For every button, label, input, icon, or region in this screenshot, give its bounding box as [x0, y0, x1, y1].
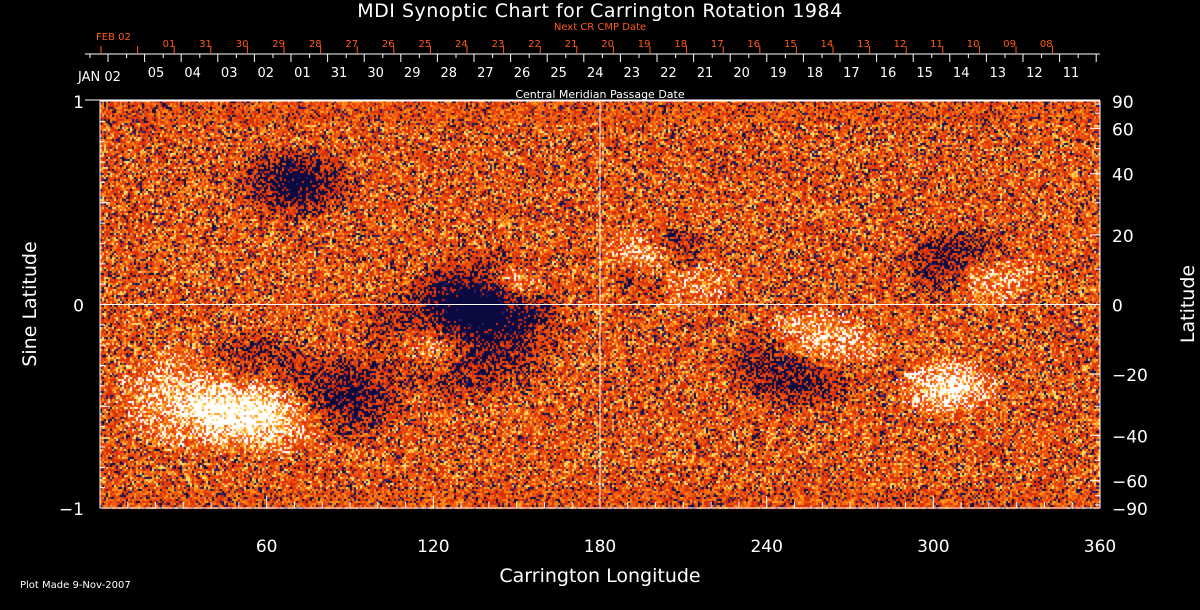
next-cmp-date-label: 25	[418, 39, 431, 50]
cmp-date-label: 04	[184, 66, 201, 81]
cmp-date-label: 24	[587, 66, 604, 81]
next-cmp-date-label: 12	[894, 39, 907, 50]
cmp-date-label: 05	[148, 66, 165, 81]
next-cmp-date-label: 30	[236, 39, 249, 50]
next-cmp-date-label: 24	[455, 39, 468, 50]
lat-tick-label: −20	[1112, 366, 1148, 386]
cmp-date-label: 17	[843, 66, 860, 81]
x-tick-label: 240	[750, 537, 782, 557]
next-cmp-date-label: 15	[784, 39, 797, 50]
next-cmp-date-label: 23	[492, 39, 505, 50]
next-cmp-date-label: 14	[821, 39, 834, 50]
next-cmp-date-label: 01	[163, 39, 176, 50]
next-cmp-date-label: 20	[601, 39, 614, 50]
cmp-date-label: 27	[477, 66, 494, 81]
right-axis-label: Latitude	[1177, 264, 1199, 344]
cmp-axis-label: Central Meridian Passage Date	[515, 88, 685, 101]
y-tick-label: 0	[73, 297, 84, 317]
next-cmp-date-label: 31	[199, 39, 212, 50]
next-cmp-date-label: FEB 02	[96, 32, 131, 43]
next-cmp-date-label: 18	[674, 39, 687, 50]
x-tick-label: 360	[1084, 537, 1116, 557]
lat-tick-label: 20	[1112, 227, 1134, 247]
next-cmp-date-label: 10	[967, 39, 980, 50]
y-tick-label: 1	[73, 93, 84, 113]
lat-tick-label: −60	[1112, 473, 1148, 493]
cmp-date-label: 16	[880, 66, 897, 81]
next-cmp-date-label: 22	[528, 39, 541, 50]
x-tick-label: 60	[256, 537, 278, 557]
cmp-date-label: 19	[770, 66, 787, 81]
cmp-date-label: 15	[916, 66, 933, 81]
lat-tick-label: −40	[1112, 427, 1148, 447]
cmp-date-label: 01	[294, 66, 311, 81]
cmp-date-label: 21	[697, 66, 714, 81]
y-axis-label: Sine Latitude	[19, 241, 41, 367]
chart-title: MDI Synoptic Chart for Carrington Rotati…	[357, 0, 843, 22]
cmp-date-label: 31	[331, 66, 348, 81]
next-cmp-date-label: 17	[711, 39, 724, 50]
next-cmp-date-label: 29	[272, 39, 285, 50]
lat-tick-label: 60	[1112, 120, 1134, 140]
lat-tick-label: −90	[1112, 500, 1148, 520]
next-cmp-date-label: 11	[930, 39, 943, 50]
next-cmp-date-label: 28	[309, 39, 322, 50]
x-axis-label: Carrington Longitude	[499, 565, 701, 587]
cmp-date-label: 30	[367, 66, 384, 81]
cmp-date-label: 03	[221, 66, 238, 81]
x-tick-label: 300	[917, 537, 949, 557]
next-cmp-date-label: 26	[382, 39, 395, 50]
lat-tick-label: 90	[1112, 93, 1134, 113]
next-cmp-date-label: 09	[1003, 39, 1016, 50]
cmp-date-label: 20	[733, 66, 750, 81]
next-cmp-axis-label: Next CR CMP Date	[553, 22, 647, 33]
cmp-date-label: 29	[404, 66, 421, 81]
lat-tick-label: 0	[1112, 297, 1123, 317]
next-cmp-date-label: 08	[1040, 39, 1053, 50]
cmp-date-label: 28	[441, 66, 458, 81]
cmp-date-label: 14	[953, 66, 970, 81]
cmp-date-label: 11	[1063, 66, 1080, 81]
cmp-date-label: 18	[807, 66, 824, 81]
lat-tick-label: 40	[1112, 166, 1134, 186]
next-cmp-date-label: 16	[747, 39, 760, 50]
cmp-date-label: 23	[624, 66, 641, 81]
next-cmp-date-label: 27	[345, 39, 358, 50]
cmp-date-label: 25	[550, 66, 567, 81]
x-tick-label: 180	[584, 537, 616, 557]
cmp-date-label: 12	[1026, 66, 1043, 81]
y-tick-label: −1	[59, 500, 84, 520]
x-tick-label: 120	[417, 537, 449, 557]
next-cmp-date-label: 21	[565, 39, 578, 50]
cmp-date-label: 13	[990, 66, 1007, 81]
next-cmp-date-label: 13	[857, 39, 870, 50]
cmp-date-label: 02	[258, 66, 275, 81]
next-cmp-date-label: 19	[638, 39, 651, 50]
plot-made-note: Plot Made 9-Nov-2007	[20, 580, 131, 591]
cmp-date-label: 22	[660, 66, 677, 81]
cmp-date-label: JAN 02	[77, 70, 121, 85]
cmp-date-label: 26	[514, 66, 531, 81]
